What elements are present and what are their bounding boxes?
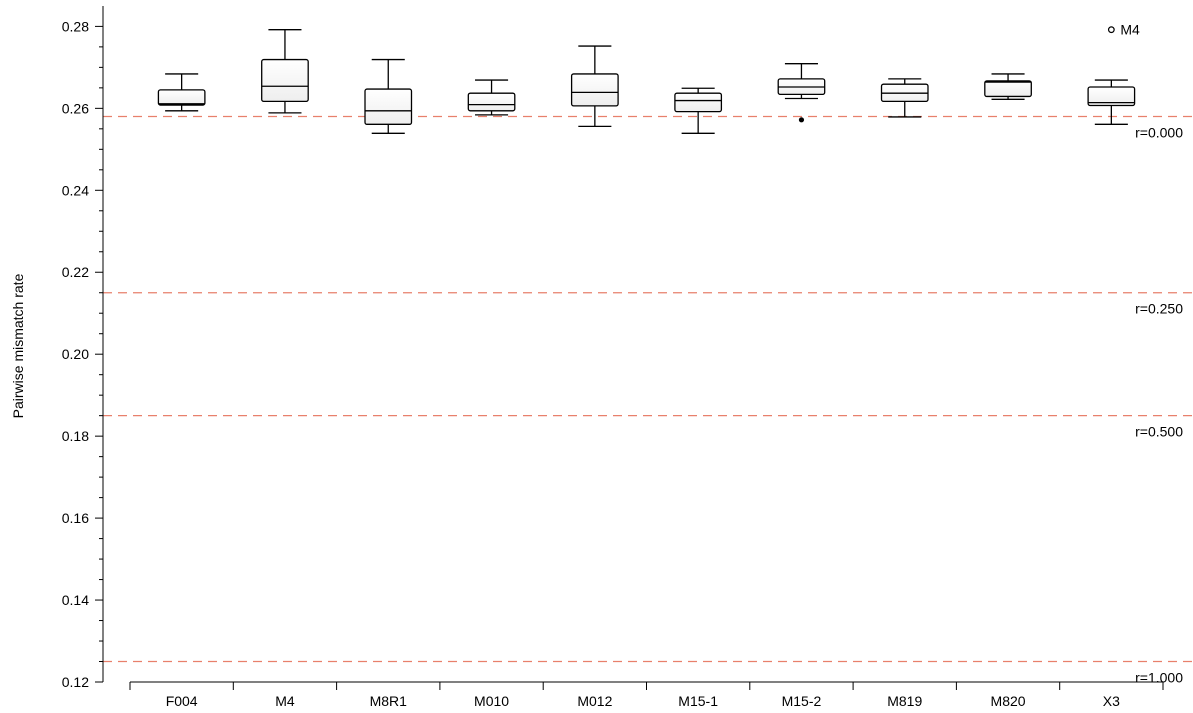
box-M4 (261, 29, 309, 114)
reference-line-label: r=0.500 (1135, 424, 1183, 440)
box-M15-1 (674, 87, 723, 134)
box-M010 (467, 79, 516, 116)
y-tick-label: 0.22 (62, 264, 89, 280)
x-category-label: M8R1 (370, 693, 408, 709)
y-tick-label: 0.24 (62, 182, 89, 198)
reference-line-label: r=0.000 (1135, 125, 1183, 141)
x-category-label: M010 (474, 693, 509, 709)
iqr-box (261, 58, 309, 103)
y-axis: 0.12 0.14 0.16 0.18 0.20 0.22 0.24 0.26 0.28 (62, 6, 104, 690)
x-category-label: M15-1 (678, 693, 718, 709)
iqr-box (364, 88, 413, 125)
box-F004 (157, 73, 206, 112)
y-tick-label: 0.26 (62, 100, 89, 116)
x-category-label: M820 (991, 693, 1026, 709)
x-category-label: M819 (887, 693, 922, 709)
y-tick-label: 0.12 (62, 674, 89, 690)
y-tick-label: 0.20 (62, 346, 89, 362)
box-M15-2 (777, 63, 826, 100)
x-category-label: F004 (166, 693, 198, 709)
y-tick-label: 0.16 (62, 510, 89, 526)
y-axis-title: Pairwise mismatch rate (10, 273, 26, 418)
y-tick-label: 0.28 (62, 18, 89, 34)
outlier-points: M4 (798, 22, 1140, 123)
x-category-label: M4 (275, 693, 295, 709)
box-M820 (984, 73, 1032, 100)
box-M012 (570, 45, 619, 128)
iqr-box (157, 89, 206, 106)
reference-line-label: r=0.250 (1135, 301, 1183, 317)
x-category-label: M012 (577, 693, 612, 709)
x-category-label: X3 (1103, 693, 1120, 709)
iqr-box (1087, 86, 1136, 107)
x-category-label: M15-2 (782, 693, 822, 709)
reference-line-label: r=1.000 (1135, 670, 1183, 686)
box-X3 (1087, 79, 1136, 125)
y-tick-label: 0.14 (62, 592, 89, 608)
outlier-point (798, 117, 805, 123)
reference-lines: r=0.000 r=0.250 r=0.500 r=1.000 (103, 115, 1193, 686)
iqr-box (674, 92, 723, 113)
iqr-box (570, 73, 619, 107)
box-M819 (880, 78, 929, 118)
box-series (157, 29, 1136, 134)
outlier-label: M4 (1120, 22, 1140, 38)
y-tick-label: 0.18 (62, 428, 89, 444)
iqr-box (467, 92, 516, 112)
outlier-point (1107, 26, 1115, 34)
iqr-box (984, 80, 1032, 98)
box-M8R1 (364, 58, 413, 134)
x-axis: F004 M4 M8R1 M010 M012 M15-1 M15-2 M819 M820 X3 (129, 681, 1164, 709)
